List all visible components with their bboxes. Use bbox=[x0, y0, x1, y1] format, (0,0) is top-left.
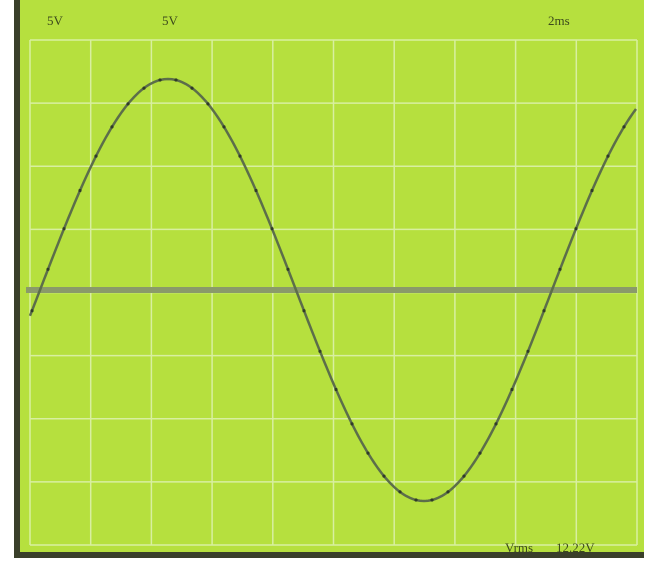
trace-dot bbox=[462, 475, 465, 478]
trace-dot bbox=[46, 268, 49, 271]
trace-dot bbox=[174, 78, 177, 81]
trace-dot bbox=[414, 498, 417, 501]
trace-dot bbox=[350, 422, 353, 425]
screen-background bbox=[20, 0, 644, 552]
trace-dot bbox=[270, 227, 273, 230]
trace-dot bbox=[126, 102, 129, 105]
trace-dot bbox=[318, 350, 321, 353]
channel-label: 5V bbox=[47, 13, 64, 28]
trace-dot bbox=[590, 189, 593, 192]
trace-dot bbox=[622, 125, 625, 128]
trace-dot bbox=[446, 490, 449, 493]
trace-dot bbox=[158, 78, 161, 81]
trace-dot bbox=[30, 309, 33, 312]
timebase-label: 2ms bbox=[548, 13, 570, 28]
trace-dot bbox=[494, 422, 497, 425]
trace-dot bbox=[510, 388, 513, 391]
trace-dot bbox=[110, 125, 113, 128]
trace-dot bbox=[574, 227, 577, 230]
trace-dot bbox=[254, 189, 257, 192]
readout-value: 12.22V bbox=[556, 540, 595, 555]
trace-dot bbox=[478, 452, 481, 455]
trace-dot bbox=[94, 155, 97, 158]
trace-dot bbox=[78, 189, 81, 192]
trace-dot bbox=[334, 388, 337, 391]
trace-dot bbox=[366, 452, 369, 455]
trace-dot bbox=[222, 125, 225, 128]
trace-dot bbox=[398, 490, 401, 493]
oscilloscope-screen: 5V 5V 2ms Vrms 12.22V bbox=[0, 0, 648, 571]
trace-dot bbox=[526, 350, 529, 353]
trace-dot bbox=[142, 87, 145, 90]
trace-dot bbox=[206, 102, 209, 105]
trace-dot bbox=[190, 87, 193, 90]
trace-dot bbox=[62, 227, 65, 230]
trace-dot bbox=[430, 498, 433, 501]
page: {"screen": {"channel_labels": ["5V", "5V… bbox=[0, 0, 648, 571]
trace-dot bbox=[606, 155, 609, 158]
readout-label: Vrms bbox=[505, 540, 533, 555]
trace-dot bbox=[302, 309, 305, 312]
channel-label: 5V bbox=[162, 13, 179, 28]
trace-dot bbox=[286, 268, 289, 271]
trace-dot bbox=[542, 309, 545, 312]
trace-dot bbox=[382, 475, 385, 478]
trace-dot bbox=[558, 268, 561, 271]
trace-dot bbox=[238, 155, 241, 158]
